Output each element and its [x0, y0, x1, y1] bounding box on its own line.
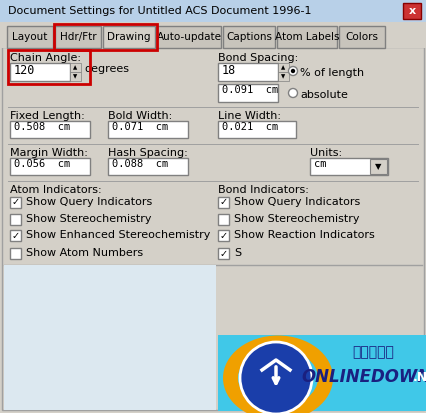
Text: degrees: degrees [84, 64, 129, 74]
Text: Show Stereochemistry: Show Stereochemistry [234, 214, 360, 224]
Text: Show Atom Numbers: Show Atom Numbers [26, 248, 143, 258]
Bar [218, 121, 296, 138]
Text: Colors: Colors [345, 32, 378, 42]
Text: Drawing: Drawing [107, 32, 151, 42]
Bar [218, 230, 229, 241]
Bar [108, 158, 188, 175]
Text: x: x [409, 6, 415, 16]
Text: ▼: ▼ [375, 162, 382, 171]
Text: 华军软件园: 华军软件园 [352, 345, 394, 359]
Text: Show Reaction Indicators: Show Reaction Indicators [234, 230, 375, 240]
Bar [0, 22, 426, 48]
Text: Bold Width:: Bold Width: [108, 111, 172, 121]
Text: absolute: absolute [300, 90, 348, 100]
Text: Document Settings for Untitled ACS Document 1996-1: Document Settings for Untitled ACS Docum… [8, 6, 311, 16]
Text: Atom Indicators:: Atom Indicators: [10, 185, 102, 195]
Text: 120: 120 [14, 64, 35, 77]
Text: 0.091  cm: 0.091 cm [222, 85, 278, 95]
Text: 0.508  cm: 0.508 cm [14, 122, 70, 132]
Text: Layout: Layout [12, 32, 48, 42]
Text: ✓: ✓ [219, 249, 227, 259]
Text: Hdr/Ftr: Hdr/Ftr [60, 32, 96, 42]
Text: Atom Labels: Atom Labels [275, 32, 339, 42]
Bar [4, 265, 216, 410]
Text: Bond Indicators:: Bond Indicators: [218, 185, 309, 195]
Text: ▲: ▲ [282, 65, 285, 70]
Text: ▼: ▼ [73, 74, 78, 79]
Text: 0.021  cm: 0.021 cm [222, 122, 278, 132]
Text: cm: cm [314, 159, 326, 169]
Ellipse shape [223, 335, 333, 413]
Text: Show Enhanced Stereochemistry: Show Enhanced Stereochemistry [26, 230, 210, 240]
Bar [218, 335, 426, 411]
Text: Chain Angle:: Chain Angle: [10, 53, 81, 63]
Text: ✓: ✓ [12, 197, 20, 207]
Text: ✓: ✓ [12, 230, 20, 240]
Bar [0, 0, 426, 22]
Text: ▲: ▲ [73, 65, 78, 70]
Text: Show Stereochemistry: Show Stereochemistry [26, 214, 152, 224]
Text: Show Query Indicators: Show Query Indicators [234, 197, 360, 207]
Bar [10, 63, 70, 81]
Bar [223, 26, 275, 48]
Bar [278, 72, 289, 81]
Bar [218, 197, 229, 208]
Bar [277, 26, 337, 48]
Circle shape [240, 342, 312, 413]
Text: ✓: ✓ [219, 197, 227, 207]
Bar [218, 248, 229, 259]
Text: .NET: .NET [413, 371, 426, 384]
Text: S: S [234, 248, 241, 258]
Circle shape [288, 88, 297, 97]
Bar [10, 248, 21, 259]
Text: 0.056  cm: 0.056 cm [14, 159, 70, 169]
Text: Captions: Captions [226, 32, 272, 42]
Text: Fixed Length:: Fixed Length: [10, 111, 85, 121]
Bar [339, 26, 385, 48]
Bar [218, 84, 278, 102]
Bar [10, 197, 21, 208]
Bar [370, 159, 387, 174]
Circle shape [288, 66, 297, 76]
Text: % of length: % of length [300, 68, 364, 78]
Bar [10, 158, 90, 175]
Text: 0.088  cm: 0.088 cm [112, 159, 168, 169]
Bar [7, 26, 53, 48]
Bar [8, 50, 90, 84]
Bar [403, 3, 421, 19]
Bar [157, 26, 221, 48]
Text: Line Width:: Line Width: [218, 111, 281, 121]
Text: Auto-update: Auto-update [156, 32, 222, 42]
Text: Bond Spacing:: Bond Spacing: [218, 53, 298, 63]
Text: Units:: Units: [310, 148, 342, 158]
Bar [108, 121, 188, 138]
Ellipse shape [238, 349, 318, 407]
Circle shape [291, 69, 295, 73]
Text: Hash Spacing:: Hash Spacing: [108, 148, 188, 158]
Bar [54, 24, 157, 50]
Bar [278, 63, 289, 72]
Text: Show Query Indicators: Show Query Indicators [26, 197, 152, 207]
Bar [70, 72, 81, 81]
Text: ✓: ✓ [219, 230, 227, 240]
Bar [103, 26, 155, 48]
Bar [10, 230, 21, 241]
Text: Margin Width:: Margin Width: [10, 148, 88, 158]
Bar [218, 214, 229, 225]
Bar [10, 214, 21, 225]
Text: 0.071  cm: 0.071 cm [112, 122, 168, 132]
Bar [55, 26, 101, 48]
Text: ▼: ▼ [282, 74, 285, 79]
Bar [218, 63, 278, 81]
Bar [70, 63, 81, 72]
Bar [2, 47, 424, 410]
Text: 18: 18 [222, 64, 236, 77]
Bar [310, 158, 388, 175]
Bar [10, 121, 90, 138]
Text: ONLINEDOWN: ONLINEDOWN [301, 368, 426, 386]
